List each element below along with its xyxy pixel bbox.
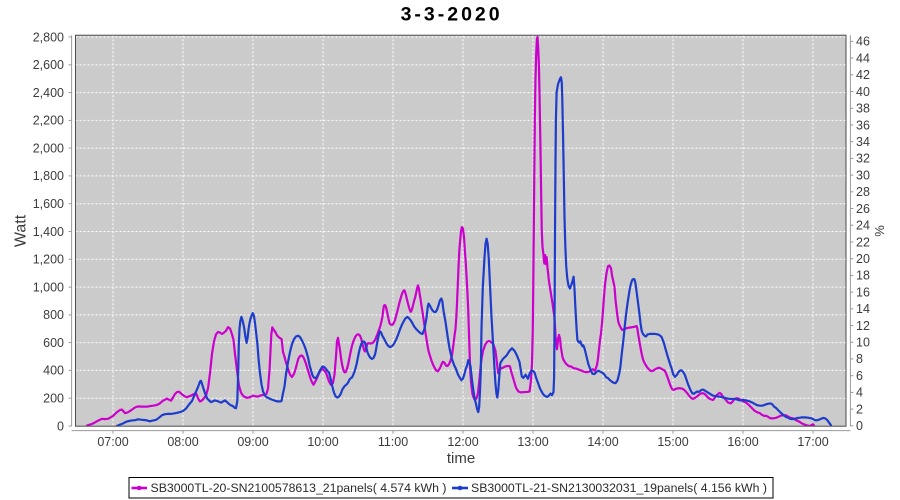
svg-text:16: 16 [856,285,870,299]
svg-text:10:00: 10:00 [307,435,338,449]
svg-text:30: 30 [856,168,870,182]
svg-text:2: 2 [856,402,863,416]
svg-text:46: 46 [856,35,870,49]
svg-text:28: 28 [856,185,870,199]
svg-text:36: 36 [856,118,870,132]
svg-text:12: 12 [856,319,870,333]
svg-text:2,400: 2,400 [33,86,64,100]
svg-text:38: 38 [856,102,870,116]
svg-text:600: 600 [43,336,64,350]
svg-text:1,000: 1,000 [33,280,64,294]
svg-text:20: 20 [856,252,870,266]
svg-text:0: 0 [856,419,863,433]
svg-text:10: 10 [856,336,870,350]
svg-text:2,000: 2,000 [33,141,64,155]
svg-text:400: 400 [43,364,64,378]
svg-text:6: 6 [856,369,863,383]
svg-text:SB3000TL-21-SN2130032031_19pan: SB3000TL-21-SN2130032031_19panels( 4.156… [471,481,767,495]
svg-text:13:00: 13:00 [517,435,548,449]
svg-text:0: 0 [57,419,64,433]
svg-text:2,800: 2,800 [33,30,64,44]
svg-text:2,200: 2,200 [33,114,64,128]
svg-text:22: 22 [856,235,870,249]
svg-text:Watt: Watt [13,214,30,247]
svg-text:SB3000TL-20-SN2100578613_21pan: SB3000TL-20-SN2100578613_21panels( 4.574… [151,481,447,495]
svg-text:14: 14 [856,302,870,316]
svg-text:42: 42 [856,68,870,82]
svg-text:34: 34 [856,135,870,149]
svg-text:26: 26 [856,202,870,216]
svg-text:11:00: 11:00 [378,435,408,449]
svg-text:1,200: 1,200 [33,253,64,267]
svg-text:24: 24 [856,219,870,233]
svg-text:1,800: 1,800 [33,169,64,183]
svg-text:44: 44 [856,51,870,65]
svg-text:32: 32 [856,152,870,166]
svg-text:12:00: 12:00 [447,435,478,449]
svg-text:8: 8 [856,352,863,366]
svg-text:15:00: 15:00 [657,435,688,449]
svg-text:14:00: 14:00 [587,435,618,449]
svg-text:16:00: 16:00 [727,435,758,449]
svg-text:4: 4 [856,386,863,400]
svg-text:200: 200 [43,392,64,406]
svg-text:1,600: 1,600 [33,197,64,211]
svg-text:time: time [447,450,475,467]
svg-text:800: 800 [43,308,64,322]
svg-text:%: % [872,225,887,237]
svg-text:09:00: 09:00 [237,435,268,449]
svg-text:3-3-2020: 3-3-2020 [401,4,503,26]
svg-text:17:00: 17:00 [797,435,828,449]
svg-text:18: 18 [856,269,870,283]
svg-text:08:00: 08:00 [167,435,198,449]
svg-text:2,600: 2,600 [33,58,64,72]
svg-text:40: 40 [856,85,870,99]
svg-text:07:00: 07:00 [97,435,128,449]
svg-text:1,400: 1,400 [33,225,64,239]
